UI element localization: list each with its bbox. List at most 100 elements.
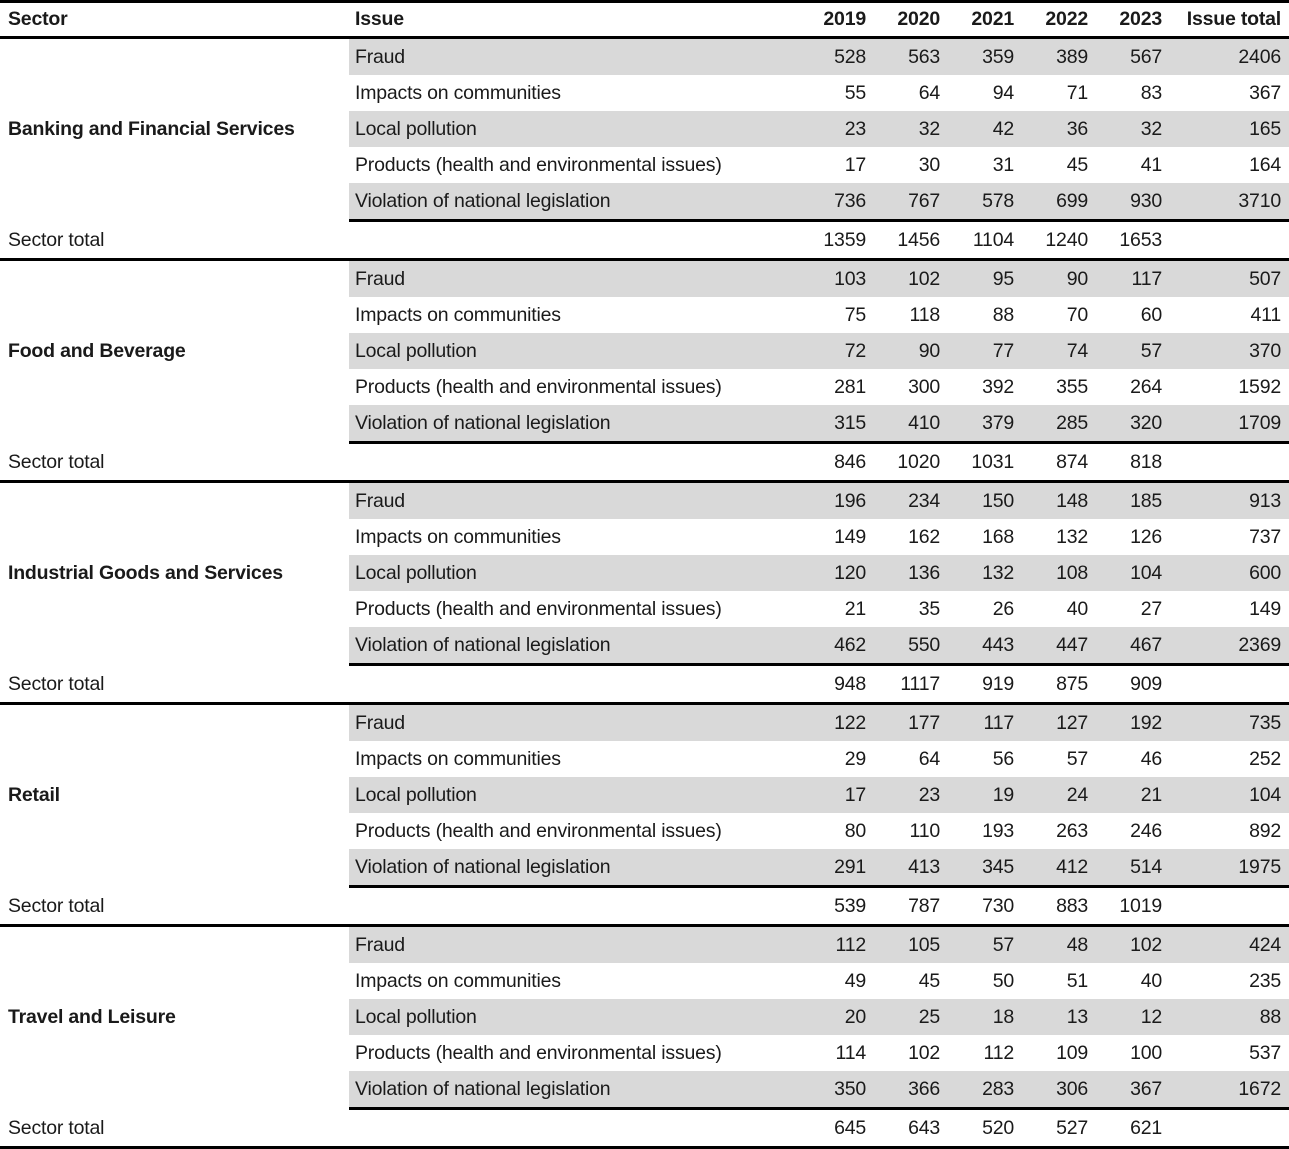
issue-label: Violation of national legislation	[349, 627, 805, 666]
year-value: 412	[1027, 849, 1101, 888]
year-value: 50	[992, 969, 1014, 992]
sector-total-value: 1359	[805, 220, 879, 261]
sector-total-empty	[1175, 886, 1289, 927]
issue-label: Products (health and environmental issue…	[355, 153, 722, 176]
sector-total-value: 1104	[953, 220, 1027, 261]
issue-label: Local pollution	[349, 555, 805, 591]
year-value: 162	[908, 525, 940, 548]
issue-label: Violation of national legislation	[349, 849, 805, 888]
year-value: 56	[992, 747, 1014, 770]
sector-total-value: 948	[805, 664, 879, 705]
issue-row: Impacts on communities 49 45 50 51 40 235	[0, 963, 1289, 999]
issue-label: Local pollution	[349, 999, 805, 1035]
issue-label: Fraud	[349, 259, 805, 297]
sector-total-value: 621	[1101, 1108, 1175, 1149]
sector-total-value: 520	[953, 1108, 1027, 1149]
issue-label: Fraud	[349, 703, 805, 741]
col-header-2020: 2020	[879, 1, 953, 39]
col-header-2021: 2021	[953, 1, 1027, 39]
year-value: 567	[1101, 37, 1175, 75]
year-value: 122	[805, 703, 879, 741]
col-header-2023: 2023	[1101, 1, 1175, 39]
year-value: 112	[983, 1041, 1015, 1064]
issue-row: Violation of national legislation 315 410 3…	[0, 405, 1289, 444]
sector-total-value: 919	[953, 664, 1027, 705]
issue-total-value: 367	[1249, 81, 1281, 104]
issue-total-value: 1592	[1238, 375, 1281, 398]
sector-total-value: 527	[1027, 1108, 1101, 1149]
issue-row: Violation of national legislation 736 767 5…	[0, 183, 1289, 222]
sector-total-empty	[1175, 442, 1289, 483]
year-value: 117	[953, 703, 1027, 741]
year-value: 21	[844, 597, 866, 620]
year-value: 109	[1056, 1041, 1088, 1064]
sector-total-label: Sector total	[0, 664, 805, 705]
issue-row: Travel and Leisure Fraud 112 105 57 48 102 424	[0, 925, 1289, 1109]
issue-row: Violation of national legislation 291 413 3…	[0, 849, 1289, 888]
issue-total-value: 600	[1175, 555, 1289, 591]
year-value: 26	[992, 597, 1014, 620]
sector-total-value: 883	[1027, 886, 1101, 927]
year-value: 36	[1027, 111, 1101, 147]
year-value: 31	[992, 153, 1014, 176]
year-value: 30	[918, 153, 940, 176]
issue-label: Products (health and environmental issue…	[355, 597, 722, 620]
year-value: 102	[1101, 925, 1175, 963]
issue-label: Impacts on communities	[355, 747, 561, 770]
year-value: 246	[1130, 819, 1162, 842]
sector-total-value: 645	[805, 1108, 879, 1149]
year-value: 114	[835, 1041, 867, 1064]
sector-total-value: 846	[805, 442, 879, 483]
year-value: 306	[1027, 1071, 1101, 1110]
year-value: 24	[1027, 777, 1101, 813]
year-value: 389	[1027, 37, 1101, 75]
year-value: 359	[953, 37, 1027, 75]
issue-total-value: 165	[1175, 111, 1289, 147]
issue-total-value: 1709	[1175, 405, 1289, 444]
issue-total-value: 411	[1250, 303, 1282, 326]
year-value: 45	[1066, 153, 1088, 176]
year-value: 410	[879, 405, 953, 444]
year-value: 196	[805, 481, 879, 519]
issue-total-value: 737	[1249, 525, 1281, 548]
issue-label: Fraud	[349, 925, 805, 963]
year-value: 112	[805, 925, 879, 963]
year-value: 350	[805, 1071, 879, 1110]
year-value: 563	[879, 37, 953, 75]
year-value: 51	[1066, 969, 1088, 992]
year-value: 18	[953, 999, 1027, 1035]
sector-total-label: Sector total	[0, 442, 805, 483]
issue-label: Local pollution	[349, 333, 805, 369]
year-value: 17	[805, 777, 879, 813]
year-value: 41	[1140, 153, 1162, 176]
issue-row: Industrial Goods and Services Fraud 196 234…	[0, 481, 1289, 665]
issue-label: Violation of national legislation	[349, 405, 805, 444]
year-value: 72	[805, 333, 879, 369]
year-value: 185	[1101, 481, 1175, 519]
issue-label: Fraud	[349, 37, 805, 75]
year-value: 103	[805, 259, 879, 297]
year-value: 57	[1101, 333, 1175, 369]
year-value: 234	[879, 481, 953, 519]
year-value: 132	[953, 555, 1027, 591]
year-value: 462	[805, 627, 879, 666]
year-value: 528	[805, 37, 879, 75]
issue-total-value: 252	[1249, 747, 1281, 770]
year-value: 29	[844, 747, 866, 770]
year-value: 45	[918, 969, 940, 992]
sector-total-empty	[1175, 664, 1289, 705]
col-header-sector: Sector	[0, 1, 349, 39]
issue-total-value: 149	[1249, 597, 1281, 620]
issue-row: Products (health and environmental issue…	[0, 591, 1289, 627]
issue-total-value: 88	[1175, 999, 1289, 1035]
year-value: 366	[879, 1071, 953, 1110]
year-value: 40	[1140, 969, 1162, 992]
year-value: 320	[1101, 405, 1175, 444]
year-value: 193	[982, 819, 1014, 842]
year-value: 699	[1027, 183, 1101, 222]
year-value: 578	[953, 183, 1027, 222]
issue-label: Local pollution	[349, 777, 805, 813]
year-value: 126	[1130, 525, 1162, 548]
issue-total-value: 537	[1249, 1041, 1281, 1064]
